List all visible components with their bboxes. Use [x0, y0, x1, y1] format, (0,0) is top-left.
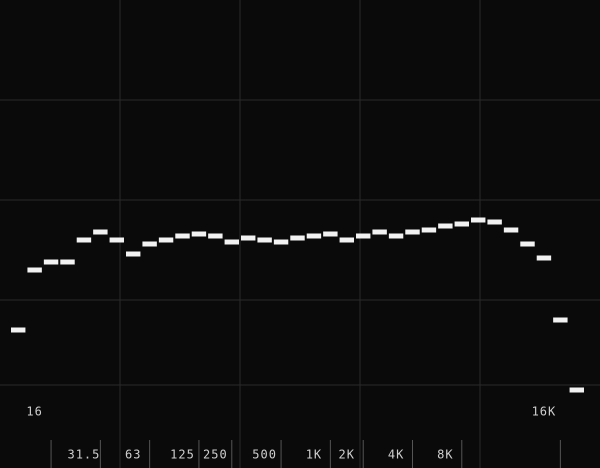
level-segment: [109, 237, 124, 243]
x-tick-label: 63: [125, 448, 141, 462]
level-segment: [520, 241, 535, 247]
x-tick-label: 500: [252, 448, 277, 462]
x-tick-label: 31.5: [67, 448, 100, 462]
level-segment: [438, 223, 453, 229]
x-tick-label: 2K: [339, 448, 355, 462]
level-segment: [142, 241, 157, 247]
level-segment: [257, 237, 272, 243]
level-segment: [60, 259, 75, 265]
level-segment: [471, 217, 486, 223]
level-segment: [241, 235, 256, 241]
level-segment: [11, 327, 26, 333]
level-segment: [503, 227, 519, 233]
x-tick-label: 8K: [437, 448, 453, 462]
level-segment: [454, 221, 469, 227]
level-segment: [158, 237, 174, 243]
x-tick-label: 250: [203, 448, 228, 462]
level-segment: [536, 255, 552, 261]
level-segment: [553, 317, 568, 323]
level-segment: [339, 237, 354, 243]
level-segment: [76, 237, 92, 243]
x-tick-label: 16K: [532, 405, 557, 419]
x-tick-label: 4K: [388, 448, 404, 462]
x-tick-label: 1K: [306, 448, 322, 462]
level-segment: [175, 233, 190, 239]
level-segment: [306, 233, 322, 239]
level-segment: [421, 227, 437, 233]
level-segment: [208, 233, 223, 239]
level-segment: [126, 251, 141, 257]
level-segment: [405, 229, 420, 235]
level-segment: [290, 235, 305, 241]
level-segment: [191, 231, 207, 237]
level-segment: [93, 229, 108, 235]
x-tick-label: 16: [26, 405, 42, 419]
level-segment: [273, 239, 289, 245]
level-segment: [569, 387, 584, 393]
level-segment: [356, 233, 371, 239]
level-segment: [27, 267, 42, 273]
level-segment: [224, 239, 239, 245]
level-segment: [388, 233, 404, 239]
level-segment: [323, 231, 338, 237]
level-segment: [43, 259, 59, 265]
x-tick-label: 125: [170, 448, 195, 462]
level-segment: [487, 219, 502, 225]
level-segment: [372, 229, 387, 235]
